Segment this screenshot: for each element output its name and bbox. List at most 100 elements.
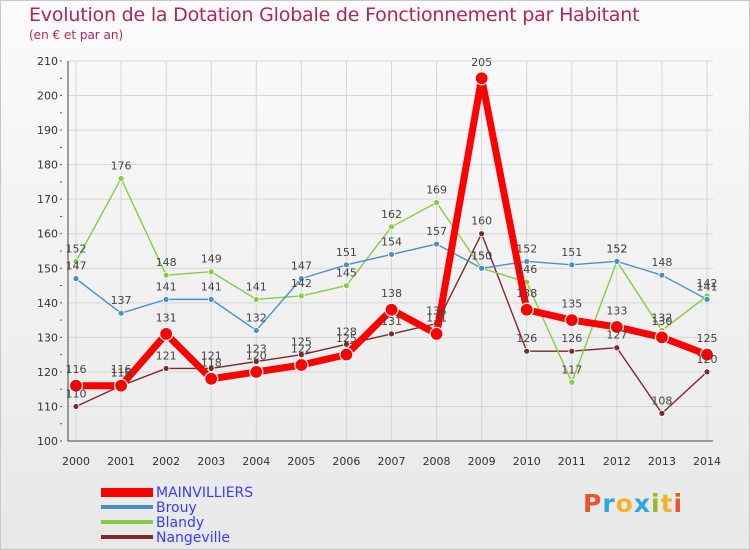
data-point-mainvilliers [609, 319, 624, 335]
data-label-mainvilliers: 130 [651, 315, 672, 328]
data-label-nangeville: 126 [561, 332, 582, 345]
data-label-blandy: 150 [471, 249, 492, 262]
x-tick-label: 2002 [152, 455, 180, 468]
data-point-brouy [568, 261, 576, 269]
data-label-brouy: 154 [381, 235, 402, 248]
y-tick-label: 200 [37, 90, 58, 103]
x-tick-label: 2000 [62, 455, 90, 468]
data-point-nangeville [297, 351, 305, 359]
y-tick-label: 150 [37, 262, 58, 275]
data-label-nangeville: 126 [516, 332, 537, 345]
brand-letter: t [660, 489, 674, 518]
data-label-mainvilliers: 205 [471, 56, 492, 69]
data-point-brouy [613, 257, 621, 265]
data-label-blandy: 176 [111, 159, 132, 172]
data-point-nangeville [613, 344, 621, 352]
data-point-brouy [388, 251, 395, 258]
x-tick-label: 2008 [423, 455, 451, 468]
data-point-mainvilliers [113, 378, 129, 393]
data-label-mainvilliers: 135 [561, 298, 582, 311]
data-label-nangeville: 160 [471, 215, 492, 228]
data-point-blandy [343, 282, 350, 289]
data-label-brouy: 151 [561, 246, 582, 259]
x-tick-label: 2007 [378, 455, 406, 468]
x-tick-label: 2003 [197, 455, 225, 468]
data-label-nangeville: 121 [201, 349, 222, 362]
data-label-mainvilliers: 138 [516, 287, 537, 300]
data-label-mainvilliers: 125 [336, 332, 357, 345]
data-label-nangeville: 116 [111, 367, 132, 380]
data-label-blandy: 142 [291, 277, 312, 290]
data-point-mainvilliers [294, 357, 309, 373]
data-label-mainvilliers: 125 [697, 332, 718, 345]
data-point-blandy [207, 268, 215, 276]
data-label-nangeville: 131 [381, 315, 402, 328]
data-label-brouy: 157 [426, 225, 447, 238]
data-point-nangeville [72, 403, 80, 410]
data-label-brouy: 150 [471, 249, 492, 262]
data-label-nangeville: 110 [66, 387, 87, 400]
legend-swatch [101, 487, 153, 497]
data-point-brouy [72, 275, 80, 283]
data-point-mainvilliers [384, 302, 399, 317]
data-label-mainvilliers: 116 [66, 363, 87, 376]
y-tick-label: 110 [37, 400, 58, 413]
data-label-blandy: 169 [426, 184, 447, 197]
data-point-nangeville [252, 358, 260, 365]
data-label-brouy: 141 [201, 280, 222, 293]
y-tick-label: 180 [37, 159, 58, 172]
data-point-brouy [162, 295, 170, 303]
data-label-mainvilliers: 118 [201, 356, 222, 369]
data-point-mainvilliers [339, 347, 354, 362]
data-label-nangeville: 128 [336, 325, 357, 338]
data-point-blandy [568, 378, 576, 386]
x-tick-label: 2014 [693, 455, 721, 468]
data-point-blandy [162, 271, 170, 279]
data-label-brouy: 151 [336, 246, 357, 259]
y-tick-label: 160 [37, 228, 58, 241]
data-point-nangeville [478, 230, 486, 238]
data-point-nangeville [523, 347, 531, 355]
data-label-brouy: 141 [697, 280, 718, 293]
data-point-brouy [343, 261, 350, 269]
y-tick-label: 140 [37, 297, 58, 310]
data-label-nangeville: 108 [651, 394, 672, 407]
x-tick-label: 2012 [603, 455, 631, 468]
legend-swatch [101, 535, 153, 539]
data-label-blandy: 146 [516, 263, 537, 276]
data-point-mainvilliers [564, 312, 579, 328]
data-point-mainvilliers [249, 364, 264, 380]
data-label-blandy: 141 [246, 280, 267, 293]
y-tick-label: 120 [37, 366, 58, 379]
data-point-nangeville [388, 330, 395, 338]
y-tick-label: 130 [37, 331, 58, 344]
data-label-nangeville: 120 [697, 353, 718, 366]
brand-letter: i [673, 489, 684, 518]
x-tick-label: 2005 [287, 455, 315, 468]
brand-letter: i [651, 489, 661, 518]
data-label-brouy: 132 [246, 311, 267, 324]
legend-label: Blandy [156, 515, 205, 531]
data-label-brouy: 148 [651, 256, 672, 269]
legend-swatch [101, 505, 153, 509]
data-point-nangeville [568, 347, 576, 355]
chart-subtitle: (en € et par an) [29, 28, 124, 42]
data-label-mainvilliers: 131 [426, 311, 447, 324]
data-label-blandy: 142 [697, 277, 718, 290]
x-tick-label: 2009 [468, 455, 496, 468]
data-label-mainvilliers: 120 [246, 349, 267, 362]
data-point-brouy [478, 264, 486, 272]
data-point-mainvilliers [519, 302, 534, 317]
data-label-brouy: 147 [291, 260, 312, 273]
x-tick-label: 2013 [648, 455, 676, 468]
grid-layer [68, 60, 713, 442]
data-label-blandy: 152 [606, 242, 627, 255]
data-label-mainvilliers: 122 [291, 343, 312, 356]
y-tick-label: 190 [37, 124, 58, 137]
data-point-brouy [297, 275, 305, 283]
data-label-mainvilliers: 116 [111, 363, 132, 376]
brand-logo: Proxiti [583, 489, 683, 518]
data-label-brouy: 141 [156, 280, 177, 293]
data-label-brouy: 152 [606, 242, 627, 255]
